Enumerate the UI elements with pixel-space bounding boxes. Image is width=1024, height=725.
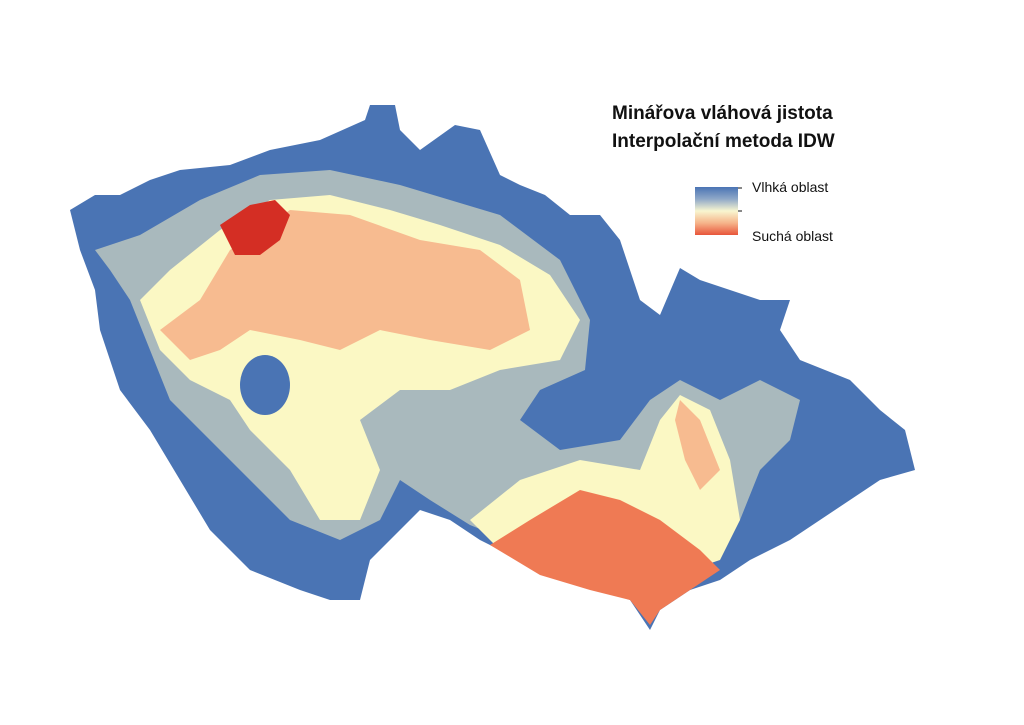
country-map <box>70 105 915 630</box>
dry-patch-east <box>675 400 720 490</box>
dry-region-south <box>490 490 720 625</box>
wet-patch <box>240 355 290 415</box>
map-subtitle: Interpolační metoda IDW <box>612 131 835 152</box>
legend-high-label: Vlhká oblast <box>752 179 828 195</box>
legend-low-label: Suchá oblast <box>752 228 833 244</box>
very-dry-region <box>220 200 290 255</box>
legend-gradient <box>695 187 738 235</box>
map-title: Minářova vláhová jistota <box>612 103 833 124</box>
